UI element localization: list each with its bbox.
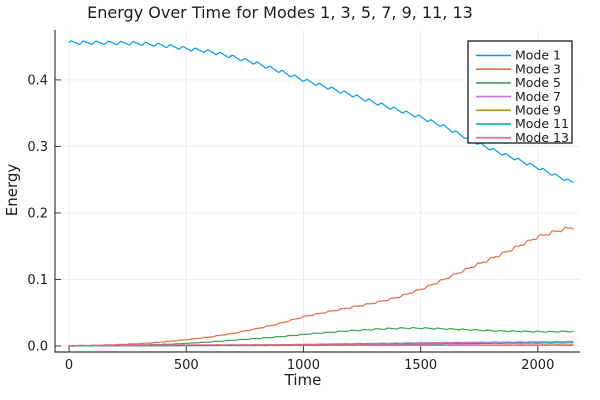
legend-label-mode-9: Mode 9 [515, 103, 561, 118]
y-tick-label: 0.4 [27, 73, 48, 88]
x-tick-label: 0 [65, 358, 73, 373]
legend-label-mode-5: Mode 5 [515, 75, 561, 90]
y-tick-label: 0.0 [27, 340, 48, 355]
tick-labels: 0 500 1000 1500 2000 0.0 0.1 0.2 0.3 0.4 [27, 73, 554, 373]
legend-label-mode-3: Mode 3 [515, 61, 561, 76]
series-lines [68, 40, 574, 347]
series-line-mode-3 [68, 226, 574, 347]
y-tick-label: 0.2 [27, 206, 48, 221]
legend-box [467, 40, 573, 144]
x-tick-label: 1500 [404, 358, 437, 373]
x-tick-label: 1000 [287, 358, 320, 373]
y-tick-label: 0.1 [27, 273, 48, 288]
x-axis-label: Time [284, 371, 322, 389]
chart-title: Energy Over Time for Modes 1, 3, 5, 7, 9… [87, 3, 473, 22]
legend-label-mode-11: Mode 11 [515, 116, 569, 131]
axis-ticks [55, 79, 539, 352]
y-tick-label: 0.3 [27, 140, 48, 155]
legend-label-mode-1: Mode 1 [515, 48, 561, 63]
series-line-mode-13 [68, 344, 574, 347]
axis-spines [54, 30, 580, 353]
x-tick-label: 2000 [521, 358, 554, 373]
legend-label-mode-7: Mode 7 [515, 89, 561, 104]
x-tick-label: 500 [174, 358, 199, 373]
series-line-mode-1 [68, 40, 574, 183]
legend-label-mode-13: Mode 13 [515, 130, 569, 145]
